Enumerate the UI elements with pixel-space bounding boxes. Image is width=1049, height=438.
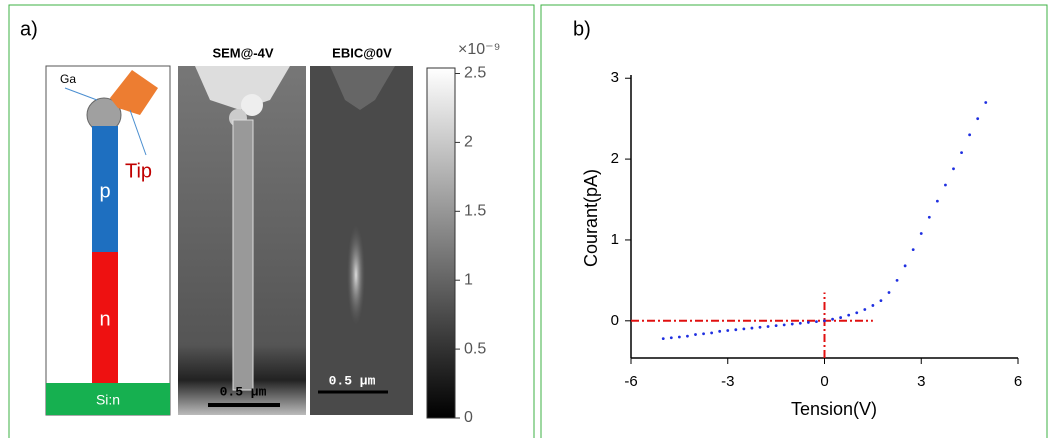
data-point bbox=[710, 331, 714, 335]
data-point bbox=[919, 232, 923, 235]
colorbar-exponent: ×10⁻⁹ bbox=[458, 41, 500, 58]
data-point bbox=[734, 328, 738, 332]
scale-bar-label: 0.5 µm bbox=[220, 384, 267, 399]
panel-a-frame bbox=[8, 4, 535, 438]
x-tick-label: -3 bbox=[721, 373, 734, 390]
data-point bbox=[879, 299, 883, 302]
n-label: n bbox=[99, 308, 110, 330]
colorbar bbox=[426, 67, 456, 419]
data-point bbox=[903, 264, 907, 268]
x-tick-label: 6 bbox=[1014, 373, 1022, 390]
data-point bbox=[976, 117, 980, 121]
data-point bbox=[782, 323, 786, 327]
x-tick-label: 3 bbox=[917, 373, 925, 390]
data-point bbox=[935, 199, 939, 203]
data-point bbox=[960, 151, 963, 155]
data-point bbox=[984, 101, 988, 104]
x-tick-label: -6 bbox=[624, 373, 637, 390]
colorbar-tick-label: 1.5 bbox=[464, 203, 486, 220]
data-point bbox=[750, 326, 754, 330]
substrate-label: Si:n bbox=[96, 392, 120, 408]
data-point bbox=[839, 316, 843, 319]
sem-image bbox=[178, 66, 306, 415]
panel-label: a) bbox=[20, 18, 38, 40]
data-point bbox=[718, 329, 722, 333]
data-point bbox=[806, 321, 810, 324]
data-point bbox=[863, 308, 867, 311]
ga-label: Ga bbox=[60, 72, 76, 86]
colorbar-tick-label: 1 bbox=[464, 271, 473, 288]
data-point bbox=[686, 334, 689, 338]
tip-label: Tip bbox=[125, 160, 152, 182]
data-point bbox=[798, 321, 802, 325]
ebic-image bbox=[310, 66, 413, 415]
data-point bbox=[790, 322, 794, 326]
data-point bbox=[968, 133, 972, 137]
y-axis-label: Courant(pA) bbox=[581, 169, 601, 267]
data-point bbox=[766, 325, 770, 328]
data-point bbox=[887, 291, 891, 294]
data-point bbox=[694, 333, 697, 336]
data-point bbox=[944, 183, 947, 187]
y-tick-label: 3 bbox=[611, 69, 619, 86]
data-point bbox=[661, 337, 665, 340]
colorbar-tick-label: 0 bbox=[464, 409, 473, 426]
x-axis-label: Tension(V) bbox=[791, 399, 877, 419]
data-point bbox=[742, 327, 746, 331]
data-point bbox=[823, 319, 826, 323]
colorbar-tick-label: 2 bbox=[464, 134, 473, 151]
data-point bbox=[952, 167, 955, 171]
data-point bbox=[677, 335, 681, 339]
y-tick-label: 1 bbox=[611, 231, 619, 248]
colorbar-tick-label: 0.5 bbox=[464, 340, 486, 357]
data-point bbox=[726, 329, 730, 332]
panel-label: b) bbox=[573, 18, 591, 40]
data-point bbox=[895, 278, 899, 282]
data-point bbox=[847, 313, 851, 317]
ebic-title: EBIC@0V bbox=[332, 45, 392, 60]
data-point bbox=[669, 336, 673, 340]
y-tick-label: 2 bbox=[611, 150, 619, 167]
x-tick-label: 0 bbox=[820, 373, 828, 390]
p-label: p bbox=[99, 180, 110, 202]
colorbar-tick-label: 2.5 bbox=[464, 65, 486, 82]
scale-bar-label: 0.5 µm bbox=[329, 373, 376, 388]
data-point bbox=[927, 215, 931, 219]
data-point bbox=[831, 317, 834, 321]
data-point bbox=[702, 332, 705, 336]
schematic bbox=[45, 65, 171, 416]
data-point bbox=[855, 311, 859, 315]
data-point bbox=[815, 320, 818, 324]
sem-title: SEM@-4V bbox=[212, 45, 273, 60]
data-point bbox=[758, 325, 762, 329]
panel-b-frame bbox=[540, 4, 1048, 438]
data-point bbox=[911, 248, 915, 252]
data-point bbox=[871, 304, 875, 307]
y-tick-label: 0 bbox=[611, 312, 619, 329]
data-point bbox=[774, 324, 778, 328]
